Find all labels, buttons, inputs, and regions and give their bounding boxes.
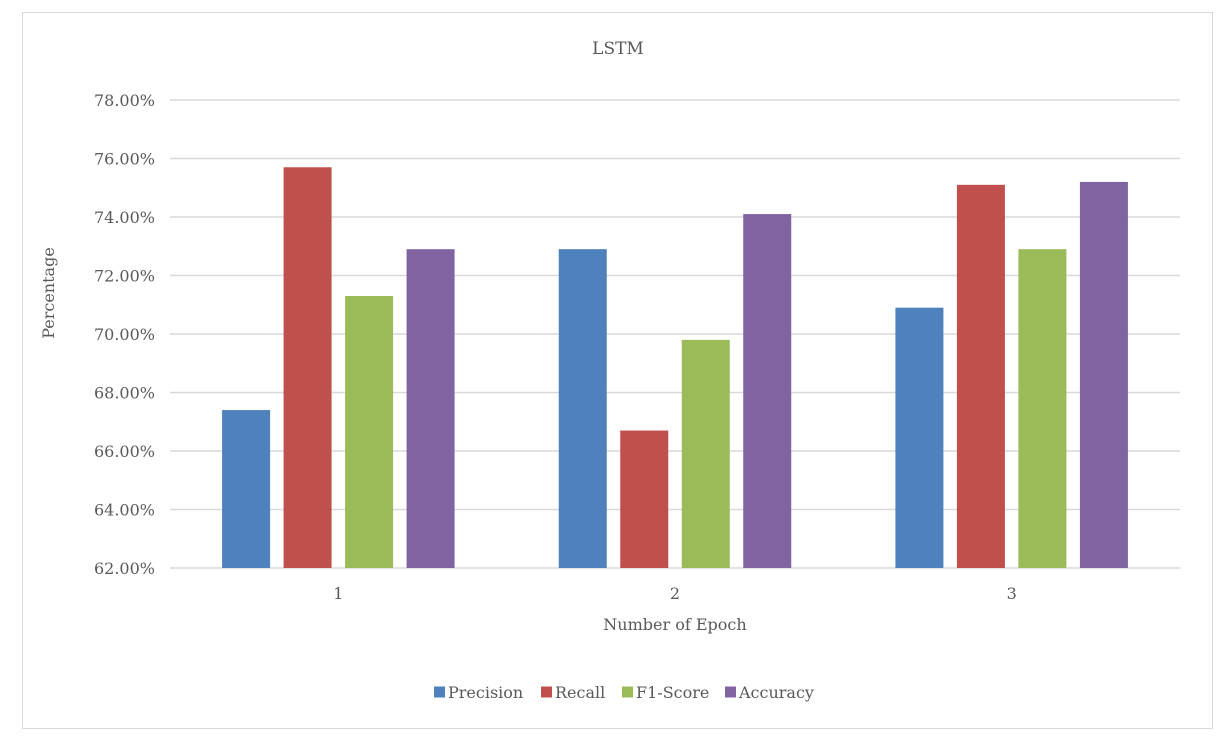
bars — [222, 167, 1128, 569]
bar-precision-epoch-3 — [895, 307, 944, 568]
legend-label: Recall — [555, 683, 605, 702]
x-axis-title: Number of Epoch — [603, 615, 746, 634]
legend-item-recall: Recall — [541, 683, 605, 702]
bar-f1-score-epoch-1 — [345, 295, 394, 568]
bar-f1-score-epoch-2 — [681, 339, 730, 568]
x-tick-label: 3 — [1007, 584, 1017, 603]
x-axis-tick-labels: 1 2 3 — [333, 584, 1017, 603]
y-tick-label: 76.00% — [94, 150, 155, 169]
legend-item-f1-score: F1-Score — [622, 683, 709, 702]
y-tick-label: 78.00% — [94, 91, 155, 110]
bar-accuracy-epoch-3 — [1079, 181, 1128, 568]
bar-recall-epoch-3 — [956, 184, 1005, 568]
bar-f1-score-epoch-3 — [1018, 249, 1067, 569]
x-tick-label: 1 — [333, 584, 343, 603]
y-tick-label: 68.00% — [94, 384, 155, 403]
bar-accuracy-epoch-1 — [406, 249, 455, 569]
y-tick-label: 74.00% — [94, 208, 155, 227]
legend-swatch — [622, 686, 633, 698]
chart-title: LSTM — [592, 39, 644, 59]
y-tick-label: 70.00% — [94, 325, 155, 344]
y-axis-tick-labels: 62.00% 64.00% 66.00% 68.00% 70.00% 72.00% 74.0… — [94, 91, 155, 578]
bar-recall-epoch-2 — [620, 430, 669, 568]
legend-swatch — [541, 686, 552, 698]
legend-label: Accuracy — [738, 683, 814, 702]
legend-item-precision: Precision — [434, 683, 523, 702]
bar-precision-epoch-1 — [222, 410, 271, 568]
legend-label: Precision — [448, 683, 523, 702]
legend: Precision Recall F1-Score Accuracy — [434, 683, 814, 702]
chart-frame: 62.00% 64.00% 66.00% 68.00% 70.00% 72.00% 74.0… — [22, 12, 1213, 729]
bar-precision-epoch-2 — [558, 249, 607, 569]
y-tick-label: 62.00% — [94, 559, 155, 578]
bar-recall-epoch-1 — [283, 167, 332, 568]
legend-item-accuracy: Accuracy — [725, 683, 814, 702]
bar-accuracy-epoch-2 — [743, 214, 792, 568]
legend-label: F1-Score — [636, 683, 709, 702]
legend-swatch — [725, 686, 736, 698]
y-tick-label: 64.00% — [94, 501, 155, 520]
y-tick-label: 72.00% — [94, 267, 155, 286]
y-tick-label: 66.00% — [94, 442, 155, 461]
x-tick-label: 2 — [670, 584, 680, 603]
gridlines — [170, 99, 1180, 569]
legend-swatch — [434, 686, 445, 698]
y-axis-title: Percentage — [39, 247, 58, 339]
